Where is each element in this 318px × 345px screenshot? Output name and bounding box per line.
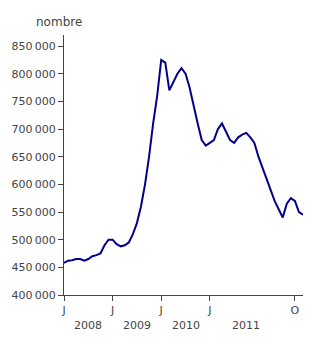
svg-text:J: J: [110, 304, 114, 317]
svg-text:O: O: [291, 304, 300, 317]
svg-text:550 000: 550 000: [12, 206, 56, 219]
svg-text:400 000: 400 000: [12, 289, 56, 302]
svg-text:500 000: 500 000: [12, 234, 56, 247]
svg-text:2009: 2009: [123, 319, 151, 332]
svg-text:nombre: nombre: [36, 15, 82, 29]
svg-text:650 000: 650 000: [12, 151, 56, 164]
svg-text:750 000: 750 000: [12, 95, 56, 108]
svg-text:450 000: 450 000: [12, 261, 56, 274]
svg-text:850 000: 850 000: [12, 40, 56, 53]
svg-text:700 000: 700 000: [12, 123, 56, 136]
svg-text:2008: 2008: [74, 319, 102, 332]
svg-text:J: J: [207, 304, 211, 317]
svg-text:600 000: 600 000: [12, 178, 56, 191]
svg-text:J: J: [61, 304, 65, 317]
svg-text:J: J: [159, 304, 163, 317]
svg-text:2010: 2010: [172, 319, 200, 332]
svg-text:2011: 2011: [232, 319, 260, 332]
svg-text:800 000: 800 000: [12, 68, 56, 81]
